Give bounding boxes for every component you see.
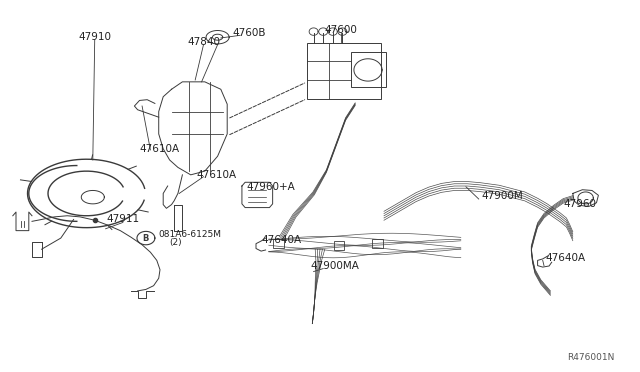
Text: 47960: 47960 (563, 199, 596, 209)
Bar (307, 43, 381, 99)
Bar (351, 52, 386, 87)
Text: B: B (143, 234, 149, 243)
Text: 4760B: 4760B (233, 28, 266, 38)
Text: (2): (2) (169, 238, 182, 247)
Text: 47600: 47600 (324, 25, 358, 35)
Bar (372, 239, 383, 248)
Text: 47900MA: 47900MA (311, 262, 360, 271)
Bar (334, 241, 344, 250)
Text: 47840: 47840 (187, 37, 220, 46)
Text: 47610A: 47610A (196, 170, 236, 180)
Text: 47640A: 47640A (545, 253, 586, 263)
Text: 47610A: 47610A (140, 144, 180, 154)
Text: 47640A: 47640A (261, 235, 301, 244)
Text: 47910: 47910 (78, 32, 111, 42)
Text: R476001N: R476001N (567, 353, 614, 362)
Text: 47900M: 47900M (481, 192, 523, 201)
Text: 47911: 47911 (106, 215, 140, 224)
Text: 47960+A: 47960+A (246, 182, 295, 192)
Text: 081A6-6125M: 081A6-6125M (158, 230, 221, 239)
Bar (273, 239, 284, 248)
